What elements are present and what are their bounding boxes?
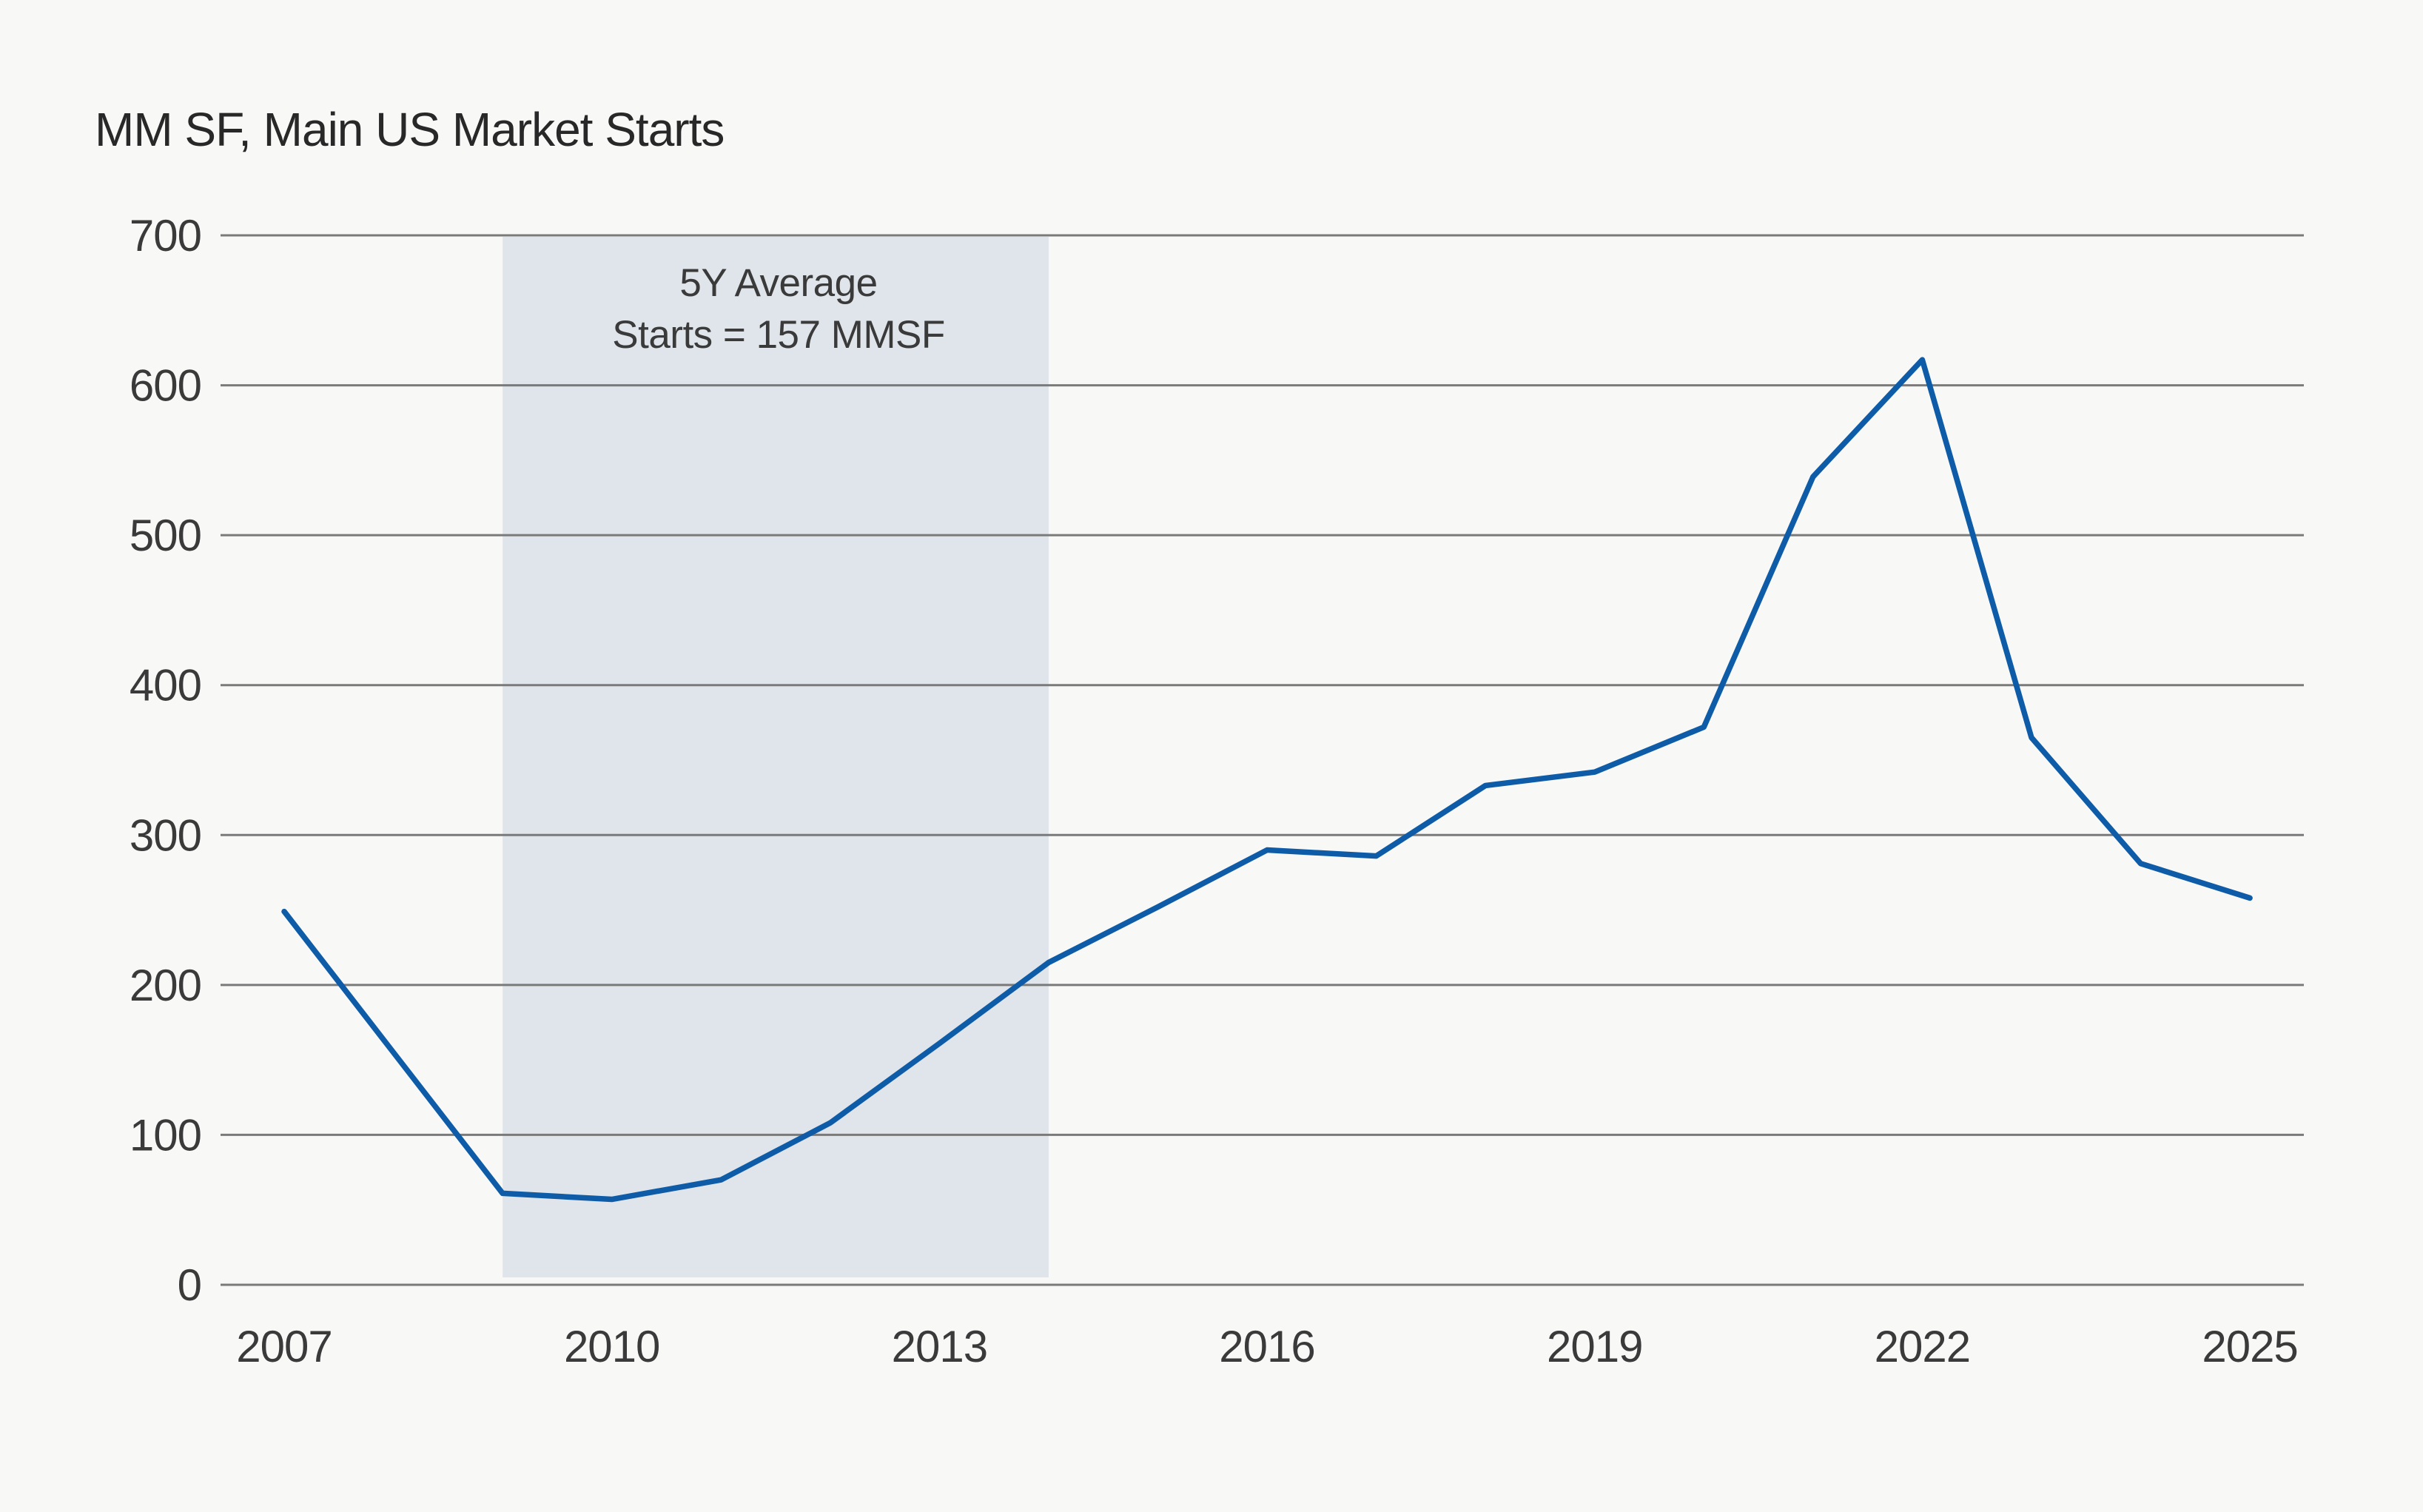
y-tick-label-100: 100 (130, 1110, 201, 1160)
x-tick-label-2025: 2025 (2202, 1322, 2297, 1371)
y-tick-label-0: 0 (178, 1260, 201, 1310)
annotation-line-1: 5Y Average (679, 261, 878, 305)
annotation-line-2: Starts = 157 MMSF (612, 313, 945, 357)
band-annotation: 5Y Average Starts = 157 MMSF (612, 258, 945, 361)
y-tick-label-600: 600 (130, 361, 201, 411)
x-tick-label-2016: 2016 (1219, 1322, 1314, 1371)
y-tick-label-700: 700 (130, 211, 201, 261)
chart-title: MM SF, Main US Market Starts (95, 103, 725, 156)
x-tick-label-2019: 2019 (1547, 1322, 1642, 1371)
x-tick-label-2022: 2022 (1875, 1322, 1970, 1371)
x-tick-label-2007: 2007 (236, 1322, 332, 1371)
y-tick-label-400: 400 (130, 661, 201, 710)
average-band (503, 237, 1049, 1278)
x-tick-label-2013: 2013 (892, 1322, 987, 1371)
y-tick-label-200: 200 (130, 961, 201, 1010)
y-tick-label-300: 300 (130, 810, 201, 860)
y-tick-label-500: 500 (130, 511, 201, 560)
starts-series-line (281, 357, 2253, 1203)
x-tick-label-2010: 2010 (564, 1322, 659, 1371)
